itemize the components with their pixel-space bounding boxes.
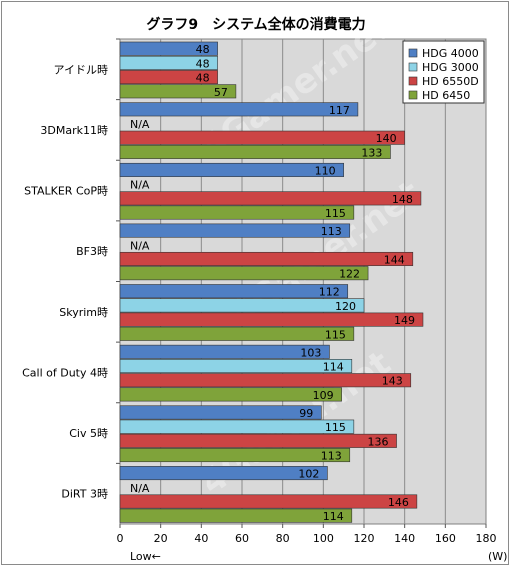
- bar: [119, 205, 355, 220]
- bar: [119, 251, 414, 266]
- bar: [119, 191, 422, 206]
- bar: [119, 223, 351, 238]
- data-label: 117: [329, 104, 350, 117]
- bar: [119, 466, 328, 481]
- bar: [119, 144, 391, 159]
- bar: [119, 284, 349, 299]
- data-label: 99: [299, 407, 313, 420]
- bar: [119, 84, 237, 99]
- category-label: 3DMark11時: [40, 124, 108, 137]
- bar: [119, 70, 218, 85]
- data-label: 48: [196, 57, 210, 70]
- category-label: DiRT 3時: [61, 488, 108, 501]
- bar: [119, 344, 330, 359]
- bars: 48484857117N/A140133110N/A148115113N/A14…: [119, 41, 424, 523]
- na-label: N/A: [130, 179, 150, 192]
- category-label: Call of Duty 4時: [22, 366, 108, 379]
- na-label: N/A: [130, 239, 150, 252]
- x-tick-label: 0: [117, 532, 124, 545]
- bar: [119, 494, 418, 509]
- legend-label: HDG 4000: [422, 47, 479, 60]
- legend-swatch: [408, 76, 418, 86]
- legend-label: HD 6450: [422, 89, 470, 102]
- data-label: 102: [298, 468, 319, 481]
- bar: [119, 433, 397, 448]
- x-tick-label: 180: [476, 532, 497, 545]
- bar: [119, 448, 351, 463]
- data-label: 143: [382, 375, 403, 388]
- data-label: 148: [392, 193, 413, 206]
- data-label: 140: [376, 132, 397, 145]
- bar: [119, 55, 218, 70]
- x-tick-label: 60: [235, 532, 249, 545]
- bar: [119, 326, 355, 341]
- x-tick-labels: 0 20 40 60 80 100 120 140 160 180: [117, 532, 497, 545]
- category-label: Civ 5時: [69, 427, 108, 440]
- category-label: STALKER CoP時: [24, 185, 108, 198]
- bar: [119, 102, 359, 117]
- data-label: 120: [335, 300, 356, 313]
- axis-low-note: Low←: [130, 550, 161, 563]
- x-axis-unit-label: (W): [488, 550, 507, 563]
- bar: [119, 359, 353, 374]
- data-label: 115: [325, 207, 346, 220]
- data-label: 144: [384, 253, 405, 266]
- data-label: 146: [388, 496, 409, 509]
- na-label: N/A: [130, 482, 150, 495]
- data-label: 109: [313, 389, 334, 402]
- data-label: 112: [319, 286, 340, 299]
- data-label: 149: [394, 314, 415, 327]
- x-tick-label: 20: [154, 532, 168, 545]
- data-label: 136: [368, 435, 389, 448]
- bar: [119, 130, 405, 145]
- data-label: 122: [339, 268, 360, 281]
- bar: [119, 405, 322, 420]
- bar: [119, 373, 412, 388]
- bar: [119, 298, 365, 313]
- x-tick-label: 80: [276, 532, 290, 545]
- x-tick-label: 40: [194, 532, 208, 545]
- bar: [119, 41, 218, 56]
- chart-title: グラフ9 システム全体の消費電力: [146, 16, 365, 33]
- legend-swatch: [408, 48, 418, 58]
- na-label: N/A: [130, 118, 150, 131]
- category-labels: アイドル時 3DMark11時 STALKER CoP時 BF3時 Skyrim時 Cal…: [22, 38, 120, 501]
- data-label: 103: [300, 346, 321, 359]
- category-label: アイドル時: [54, 63, 108, 76]
- category-label: Skyrim時: [59, 306, 108, 319]
- data-label: 114: [323, 361, 344, 374]
- data-label: 113: [321, 450, 342, 463]
- x-tick-label: 140: [394, 532, 415, 545]
- data-label: 114: [323, 510, 344, 523]
- data-label: 113: [321, 225, 342, 238]
- legend-swatch: [408, 90, 418, 100]
- category-label: BF3時: [76, 245, 108, 258]
- bar: [119, 508, 353, 523]
- bar: [119, 419, 355, 434]
- x-tick-label: 100: [313, 532, 334, 545]
- data-label: 133: [361, 146, 382, 159]
- data-label: 115: [325, 421, 346, 434]
- bar: [119, 387, 342, 402]
- bar: [119, 266, 369, 281]
- data-label: 48: [196, 72, 210, 85]
- bar: [119, 312, 424, 327]
- legend-label: HD 6550D: [422, 75, 479, 88]
- bar: [119, 162, 344, 177]
- x-tick-label: 160: [435, 532, 456, 545]
- legend-label: HDG 3000: [422, 61, 479, 74]
- data-label: 57: [214, 86, 228, 99]
- x-tick-label: 120: [354, 532, 375, 545]
- data-label: 48: [196, 43, 210, 56]
- legend-swatch: [408, 62, 418, 72]
- data-label: 110: [315, 164, 336, 177]
- data-label: 115: [325, 328, 346, 341]
